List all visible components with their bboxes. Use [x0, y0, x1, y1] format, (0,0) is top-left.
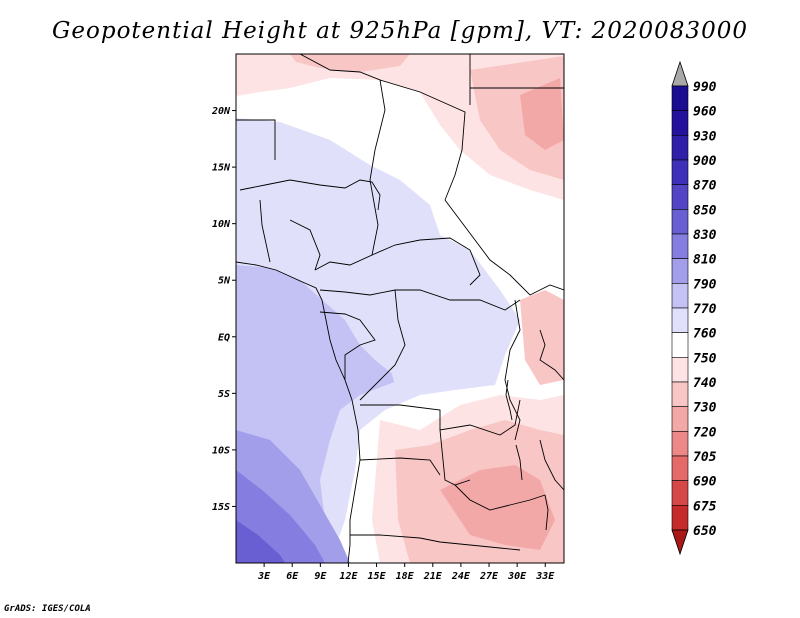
- colorbar-label: 850: [693, 203, 717, 218]
- border: [299, 54, 386, 151]
- border: [504, 299, 521, 441]
- country-borders: [236, 54, 564, 563]
- lat-tick-label: 5S: [218, 389, 230, 400]
- border: [454, 484, 546, 511]
- colorbar-label: 960: [693, 105, 717, 120]
- coastline: [236, 261, 361, 563]
- credit-text: GrADS: IGES/COLA: [4, 604, 91, 614]
- colorbar-swatch: [671, 258, 689, 284]
- border: [371, 237, 481, 286]
- colorbar-label: 810: [693, 253, 717, 268]
- colorbar-label: 750: [693, 351, 717, 366]
- lon-tick-label: 6E: [286, 571, 299, 582]
- colorbar-swatch: [671, 233, 689, 259]
- border: [239, 179, 381, 211]
- colorbar-swatch: [671, 332, 689, 358]
- map-area: [236, 54, 564, 563]
- field-north-pink-2: [290, 54, 410, 72]
- colorbar-swatch: [671, 85, 689, 111]
- colorbar-label: 830: [693, 228, 717, 243]
- colorbar-label: 675: [693, 499, 717, 514]
- field-atlantic-850: [236, 520, 285, 563]
- border: [539, 439, 564, 491]
- colorbar-label: 790: [693, 277, 717, 292]
- colorbar-swatch: [671, 135, 689, 161]
- colorbar-top-arrow: [671, 60, 689, 87]
- latitude-axis: 20N 15N 10N 5N EQ 5S 10S 15S: [211, 106, 236, 513]
- border: [319, 311, 376, 380]
- colorbar-swatch: [671, 505, 689, 531]
- colorbar-label: 650: [693, 524, 717, 539]
- lon-tick-label: 15E: [368, 571, 387, 582]
- colorbar-label: 900: [693, 154, 717, 169]
- border: [360, 399, 521, 436]
- lon-tick-label: 27E: [479, 571, 499, 582]
- lon-tick-label: 24E: [451, 571, 471, 582]
- colorbar-swatch: [671, 455, 689, 481]
- lat-tick-label: 5N: [218, 276, 231, 287]
- border: [539, 329, 564, 381]
- colorbar-label: 740: [693, 376, 717, 391]
- colorbar-swatch: [671, 159, 689, 185]
- lon-tick-label: 18E: [396, 571, 415, 582]
- lat-tick-label: 10N: [212, 219, 231, 230]
- border: [319, 289, 521, 311]
- colorbar-swatch: [671, 480, 689, 506]
- colorbar-label: 690: [693, 475, 717, 490]
- colorbar-swatch: [671, 307, 689, 333]
- lon-tick-label: 30E: [507, 571, 527, 582]
- colorbar-swatch: [671, 110, 689, 136]
- lake-shore: [544, 494, 549, 531]
- colorbar-label: 930: [693, 129, 717, 144]
- field-south-pink-3: [440, 465, 555, 550]
- lon-tick-label: 3E: [257, 571, 271, 582]
- colorbar-swatch: [671, 209, 689, 235]
- colorbar-label: 990: [693, 80, 717, 95]
- border: [359, 289, 406, 401]
- map-frame: [235, 53, 565, 564]
- colorbar-label: 705: [693, 450, 717, 465]
- colorbar-swatch: [671, 184, 689, 210]
- colorbar-label: 720: [693, 425, 717, 440]
- lake-shore: [505, 379, 513, 421]
- lon-tick-label: 21E: [423, 571, 443, 582]
- field-eastafrica-pink: [520, 290, 564, 385]
- colorbar-bottom-arrow: [671, 529, 689, 556]
- colorbar-label: 870: [693, 179, 717, 194]
- colorbar-swatch: [671, 381, 689, 407]
- colorbar-swatch: [671, 283, 689, 309]
- colorbar-label: 730: [693, 401, 717, 416]
- lat-tick-label: 15N: [212, 163, 231, 174]
- field-lavender-congo: [385, 290, 495, 388]
- lat-tick-label: 10S: [212, 445, 230, 456]
- border: [350, 534, 521, 551]
- border: [444, 199, 564, 296]
- colorbar-swatch: [671, 431, 689, 457]
- longitude-axis: 3E 6E 9E 12E 15E 18E 21E 24E 27E 30E 33E: [257, 563, 555, 582]
- lat-tick-label: EQ: [218, 332, 230, 343]
- lon-tick-label: 12E: [339, 571, 358, 582]
- lon-tick-label: 33E: [535, 571, 555, 582]
- border: [439, 429, 471, 486]
- colorbar-swatch: [671, 406, 689, 432]
- border: [259, 199, 271, 263]
- chart-title: Geopotential Height at 925hPa [gpm], VT:…: [52, 18, 748, 44]
- lat-tick-label: 15S: [212, 502, 230, 513]
- border: [289, 219, 321, 271]
- colorbar-label: 760: [693, 327, 717, 342]
- border: [379, 79, 466, 201]
- field-northeast-pink-3: [520, 78, 564, 150]
- colorbar-swatch: [671, 357, 689, 383]
- border: [359, 457, 441, 476]
- lake-shore: [515, 444, 523, 481]
- colorbar: 990 960 930 900 870 850 830 810 790 770 760 750 740 7…: [671, 60, 717, 556]
- border: [236, 119, 276, 160]
- lon-tick-label: 9E: [314, 571, 327, 582]
- lat-tick-label: 20N: [211, 106, 231, 117]
- colorbar-label: 770: [693, 302, 717, 317]
